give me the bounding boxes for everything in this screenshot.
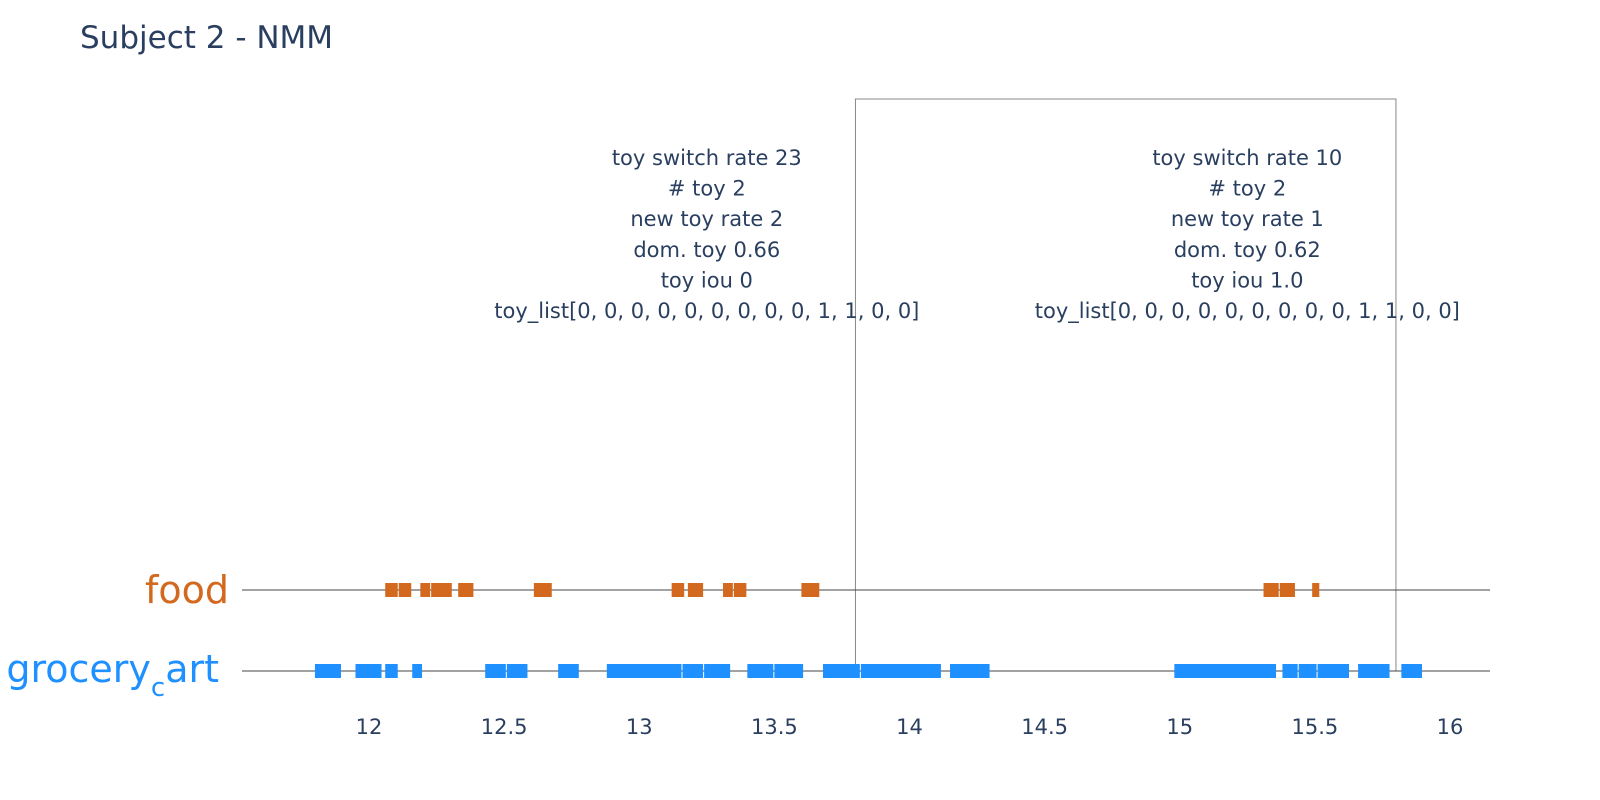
grocery-cart-segment [506,664,528,678]
annotation-line: new toy rate 2 [630,207,783,231]
x-tick-label: 13 [626,715,653,739]
annotation-block: toy switch rate 10 # toy 2 new toy rate 1 d… [1035,146,1460,324]
grocery-cart-segment [412,664,423,678]
grocery-cart-segment [1174,664,1277,678]
annotation-line: toy_list[0, 0, 0, 0, 0, 0, 0, 0, 0, 1, 1… [494,299,919,324]
food-segment [671,583,685,597]
food-segment [1279,583,1295,597]
x-tick-label: 13.5 [751,715,798,739]
food-segment [420,583,431,597]
food-segment [385,583,398,597]
food-segment [801,583,820,597]
annotation-line: # toy 2 [668,177,746,201]
x-tick-label: 15 [1166,715,1193,739]
food-segment [458,583,474,597]
annotation-line: toy_list[0, 0, 0, 0, 0, 0, 0, 0, 0, 1, 1… [1035,299,1460,324]
grocery-cart-segment [860,664,941,678]
grocery-cart-segment [1298,664,1317,678]
food-segment [431,583,452,597]
grocery-cart-segment [606,664,682,678]
annotation-line: new toy rate 1 [1171,207,1324,231]
grocery-cart-segment [774,664,804,678]
food-segment [1312,583,1320,597]
x-tick-label: 14.5 [1021,715,1068,739]
category-label-grocery-cart: grocerycart [6,647,219,703]
annotation-block: toy switch rate 23 # toy 2 new toy rate 2 d… [494,146,919,324]
annotation-line: dom. toy 0.66 [633,238,780,262]
food-segment [398,583,412,597]
category-label-food: food [145,568,229,612]
grocery-cart-segment [682,664,704,678]
annotation-line: toy iou 0 [661,268,753,292]
grocery-cart-segment [314,664,341,678]
grocery-cart-segment [355,664,382,678]
grocery-cart-segment [1282,664,1298,678]
food-segment [687,583,704,597]
annotation-line: dom. toy 0.62 [1174,238,1321,262]
grocery-cart-segment [558,664,579,678]
x-tick-labels: 12 12.5 13 13.5 14 14.5 15 15.5 16 [356,715,1464,739]
segment-layer [314,583,1422,678]
grocery-cart-segment [950,664,990,678]
annotation-layer: toy switch rate 23 # toy 2 new toy rate 2 d… [494,146,1460,324]
category-axis-lines [242,589,1490,672]
food-segment [733,583,747,597]
grocery-cart-segment [1358,664,1390,678]
grocery-cart-segment [704,664,731,678]
grocery-cart-segment [385,664,398,678]
annotation-line: toy iou 1.0 [1191,268,1303,292]
chart-title: Subject 2 - NMM [80,20,333,56]
category-labels: food grocerycart [6,568,229,703]
x-tick-label: 16 [1437,715,1464,739]
x-tick-label: 14 [896,715,923,739]
grocery-cart-segment [823,664,860,678]
grocery-cart-segment [747,664,774,678]
food-segment [1263,583,1279,597]
annotation-line: # toy 2 [1208,177,1286,201]
food-segment [533,583,552,597]
annotation-line: toy switch rate 10 [1152,146,1342,170]
x-tick-label: 12.5 [481,715,528,739]
grocery-cart-segment [1401,664,1422,678]
x-tick-label: 12 [356,715,383,739]
annotation-line: toy switch rate 23 [612,146,802,170]
grocery-cart-segment [1317,664,1350,678]
x-tick-label: 15.5 [1291,715,1338,739]
grocery-cart-segment [485,664,506,678]
food-segment [723,583,733,597]
